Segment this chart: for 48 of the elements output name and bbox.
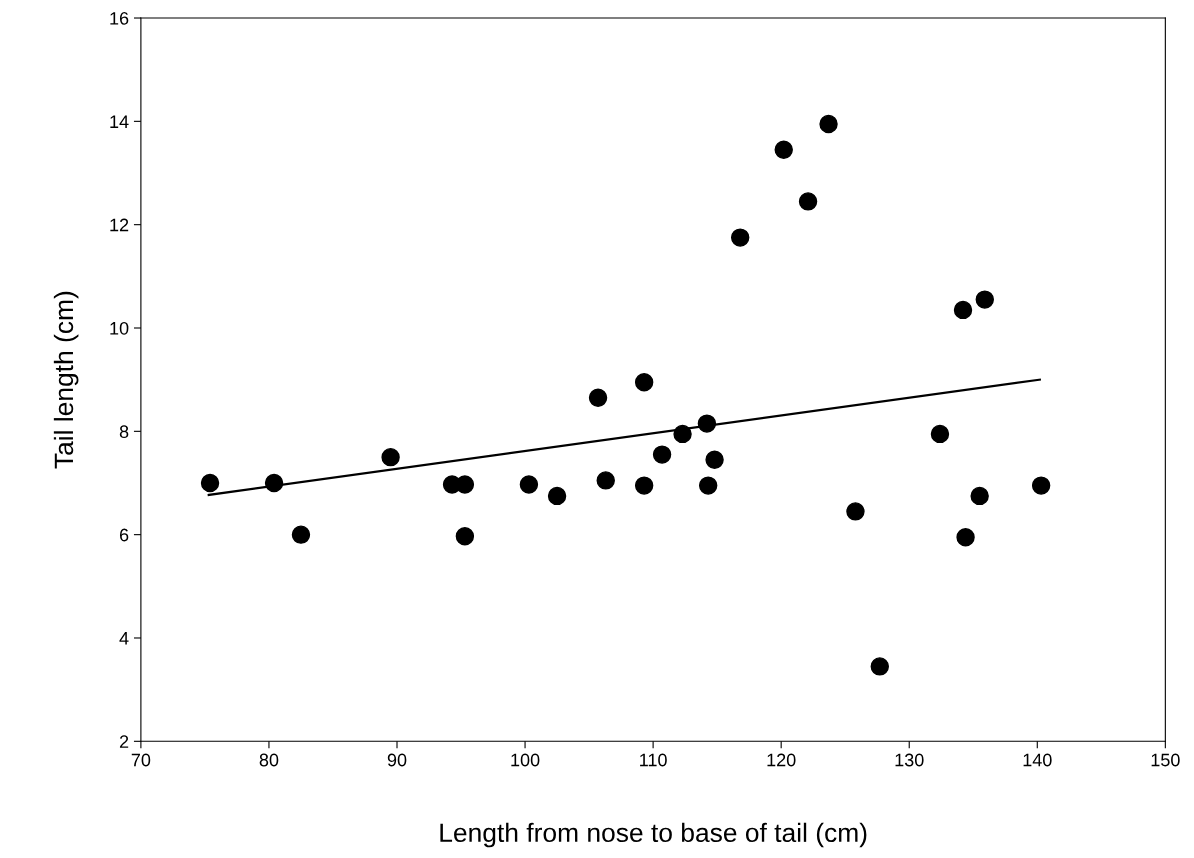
x-tick-label: 140 <box>1023 753 1052 767</box>
x-tick-label: 150 <box>1151 753 1180 767</box>
point <box>730 228 750 247</box>
x-tick-label: 110 <box>640 753 667 767</box>
point <box>930 424 950 444</box>
point <box>455 527 475 546</box>
point <box>381 447 400 467</box>
x-tick-label: 130 <box>895 753 924 767</box>
point <box>819 114 838 134</box>
point <box>596 471 615 490</box>
x-tick-label: 100 <box>511 753 540 767</box>
point <box>652 445 672 464</box>
point <box>798 192 818 211</box>
point <box>870 657 889 676</box>
point <box>1031 476 1051 495</box>
point <box>264 473 284 493</box>
y-tick-label: 4 <box>119 632 129 645</box>
point <box>705 450 724 469</box>
y-tick-label: 2 <box>119 735 129 748</box>
y-tick-label: 6 <box>119 528 129 542</box>
x-tick-label: 80 <box>259 753 279 767</box>
y-tick-label: 16 <box>110 11 129 25</box>
point <box>774 140 793 159</box>
point <box>846 502 865 521</box>
y-tick-label: 14 <box>110 115 129 128</box>
y-tick-label: 8 <box>119 425 129 439</box>
point <box>519 475 539 494</box>
point <box>200 473 220 493</box>
point <box>673 424 692 444</box>
x-tick-label: 120 <box>767 753 796 767</box>
y-tick-label: 10 <box>110 321 129 335</box>
point <box>634 373 654 392</box>
point <box>698 476 718 495</box>
x-axis-title: Length from nose to base of tail (cm) <box>440 822 867 848</box>
y-axis-title: Tail length (cm) <box>53 291 79 469</box>
x-tick-label: 70 <box>131 753 151 767</box>
x-tick-label: 90 <box>387 753 407 767</box>
y-tick-label: 12 <box>110 218 129 232</box>
point <box>697 414 717 433</box>
point <box>455 475 475 494</box>
point <box>547 486 567 506</box>
point <box>953 300 973 320</box>
point <box>634 476 654 495</box>
point <box>291 525 311 544</box>
point <box>970 486 989 506</box>
point <box>975 290 994 309</box>
point <box>956 528 975 547</box>
point <box>588 388 608 407</box>
